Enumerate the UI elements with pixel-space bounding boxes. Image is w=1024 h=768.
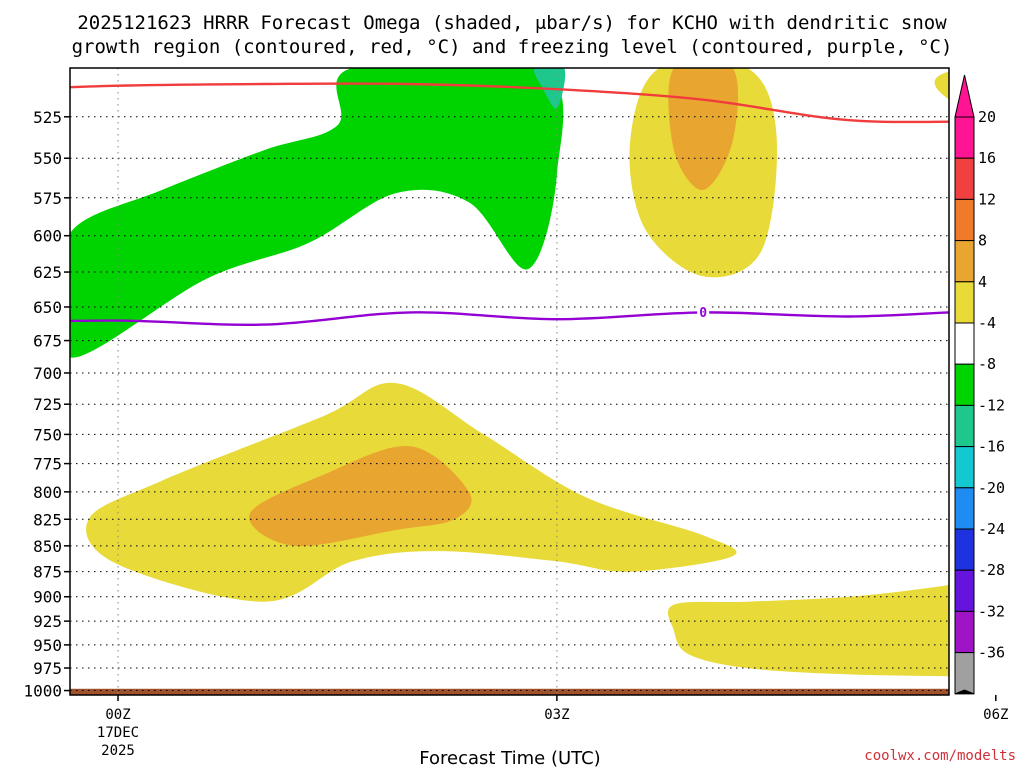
xtick-label-03Z: 03Z [544, 707, 569, 723]
colorbar-bin-3 [954, 240, 975, 283]
ytick-label-525: 525 [33, 108, 62, 127]
omega-shading [70, 68, 949, 677]
x-axis: 00Z03Z06Z09Z12Z15Z [105, 695, 1008, 723]
source-credit: coolwx.com/modelts [864, 748, 1016, 764]
colorbar-label--36: -36 [978, 644, 1005, 662]
chart-title-line1: 2025121623 HRRR Forecast Omega (shaded, … [77, 12, 947, 34]
surface-terrain [70, 688, 949, 695]
colorbar-bin-1 [954, 157, 975, 200]
colorbar-bin-4 [954, 281, 975, 324]
x-axis-label: Forecast Time (UTC) [419, 748, 600, 768]
ytick-label-800: 800 [33, 483, 62, 502]
colorbar-label--12: -12 [978, 396, 1005, 414]
colorbar-bin-11 [954, 569, 975, 612]
colorbar-label-4: 4 [978, 273, 987, 291]
omega-region-0-level--4 [70, 68, 564, 358]
chart-title-line2: growth region (contoured, red, °C) and f… [72, 36, 953, 58]
colorbar-bin-12 [954, 610, 975, 654]
omega-region-15-level-4 [667, 584, 949, 677]
colorbar-bin-2 [954, 198, 975, 242]
colorbar-bottom-arrow [954, 689, 975, 695]
ytick-label-925: 925 [33, 612, 62, 631]
colorbar-bin-0 [954, 116, 975, 159]
ytick-label-775: 775 [33, 455, 62, 474]
ytick-label-675: 675 [33, 332, 62, 351]
dgz-contour-line [70, 82, 949, 124]
colorbar-label-20: 20 [978, 108, 996, 126]
colorbar-label--32: -32 [978, 602, 1005, 620]
ytick-label-975: 975 [33, 659, 62, 678]
date-line1: 17DEC [97, 725, 139, 741]
colorbar-bin-6 [954, 363, 975, 406]
colorbar-label-8: 8 [978, 232, 987, 250]
colorbar-bin-13 [954, 652, 975, 695]
ytick-label-950: 950 [33, 636, 62, 655]
y-axis: 525 550 575 600 625 650 675 700 725 750 775 800 825 8… [23, 108, 70, 701]
freezing-level-label-bg [697, 304, 710, 319]
xtick-label-06Z: 06Z [983, 707, 1008, 723]
colorbar-label--24: -24 [978, 520, 1005, 538]
freezing-level-line [70, 311, 949, 327]
colorbar-label-12: 12 [978, 190, 996, 208]
ytick-label-750: 750 [33, 425, 62, 444]
ytick-label-700: 700 [33, 364, 62, 383]
xtick-label-00Z: 00Z [105, 707, 130, 723]
freezing-level-label: 0 [699, 306, 707, 321]
grid-lines [70, 68, 949, 695]
colorbar-label--20: -20 [978, 479, 1005, 497]
ytick-label-650: 650 [33, 298, 62, 317]
omega-region-14-level-8 [249, 445, 472, 547]
ytick-label-600: 600 [33, 227, 62, 246]
date-line2: 2025 [101, 743, 135, 759]
colorbar-label--16: -16 [978, 438, 1005, 456]
ytick-label-875: 875 [33, 563, 62, 582]
colorbar-label-16: 16 [978, 149, 996, 167]
ytick-label-900: 900 [33, 588, 62, 607]
contour-lines: 0 [70, 82, 949, 327]
colorbar-bin-7 [954, 404, 975, 448]
ytick-label-625: 625 [33, 263, 62, 282]
colorbar-bin-10 [954, 528, 975, 571]
plot-frame [69, 67, 950, 696]
colorbar-label--8: -8 [978, 355, 996, 373]
ytick-label-550: 550 [33, 149, 62, 168]
ytick-label-1000: 1000 [23, 682, 62, 701]
colorbar-label--4: -4 [978, 314, 996, 332]
ytick-label-725: 725 [33, 395, 62, 414]
colorbar-top-arrow [954, 74, 975, 118]
colorbar-label--28: -28 [978, 561, 1005, 579]
colorbar: 20 16 12 8 4 -4 -8 -12 -16 -20 -24 -28 -32 -36 [954, 74, 1005, 695]
colorbar-bin-9 [954, 487, 975, 530]
ytick-label-575: 575 [33, 189, 62, 208]
ytick-label-825: 825 [33, 510, 62, 529]
omega-region-4-level-4 [934, 71, 949, 100]
colorbar-bin-5 [954, 322, 975, 365]
colorbar-bin-8 [954, 446, 975, 489]
ytick-label-850: 850 [33, 537, 62, 556]
